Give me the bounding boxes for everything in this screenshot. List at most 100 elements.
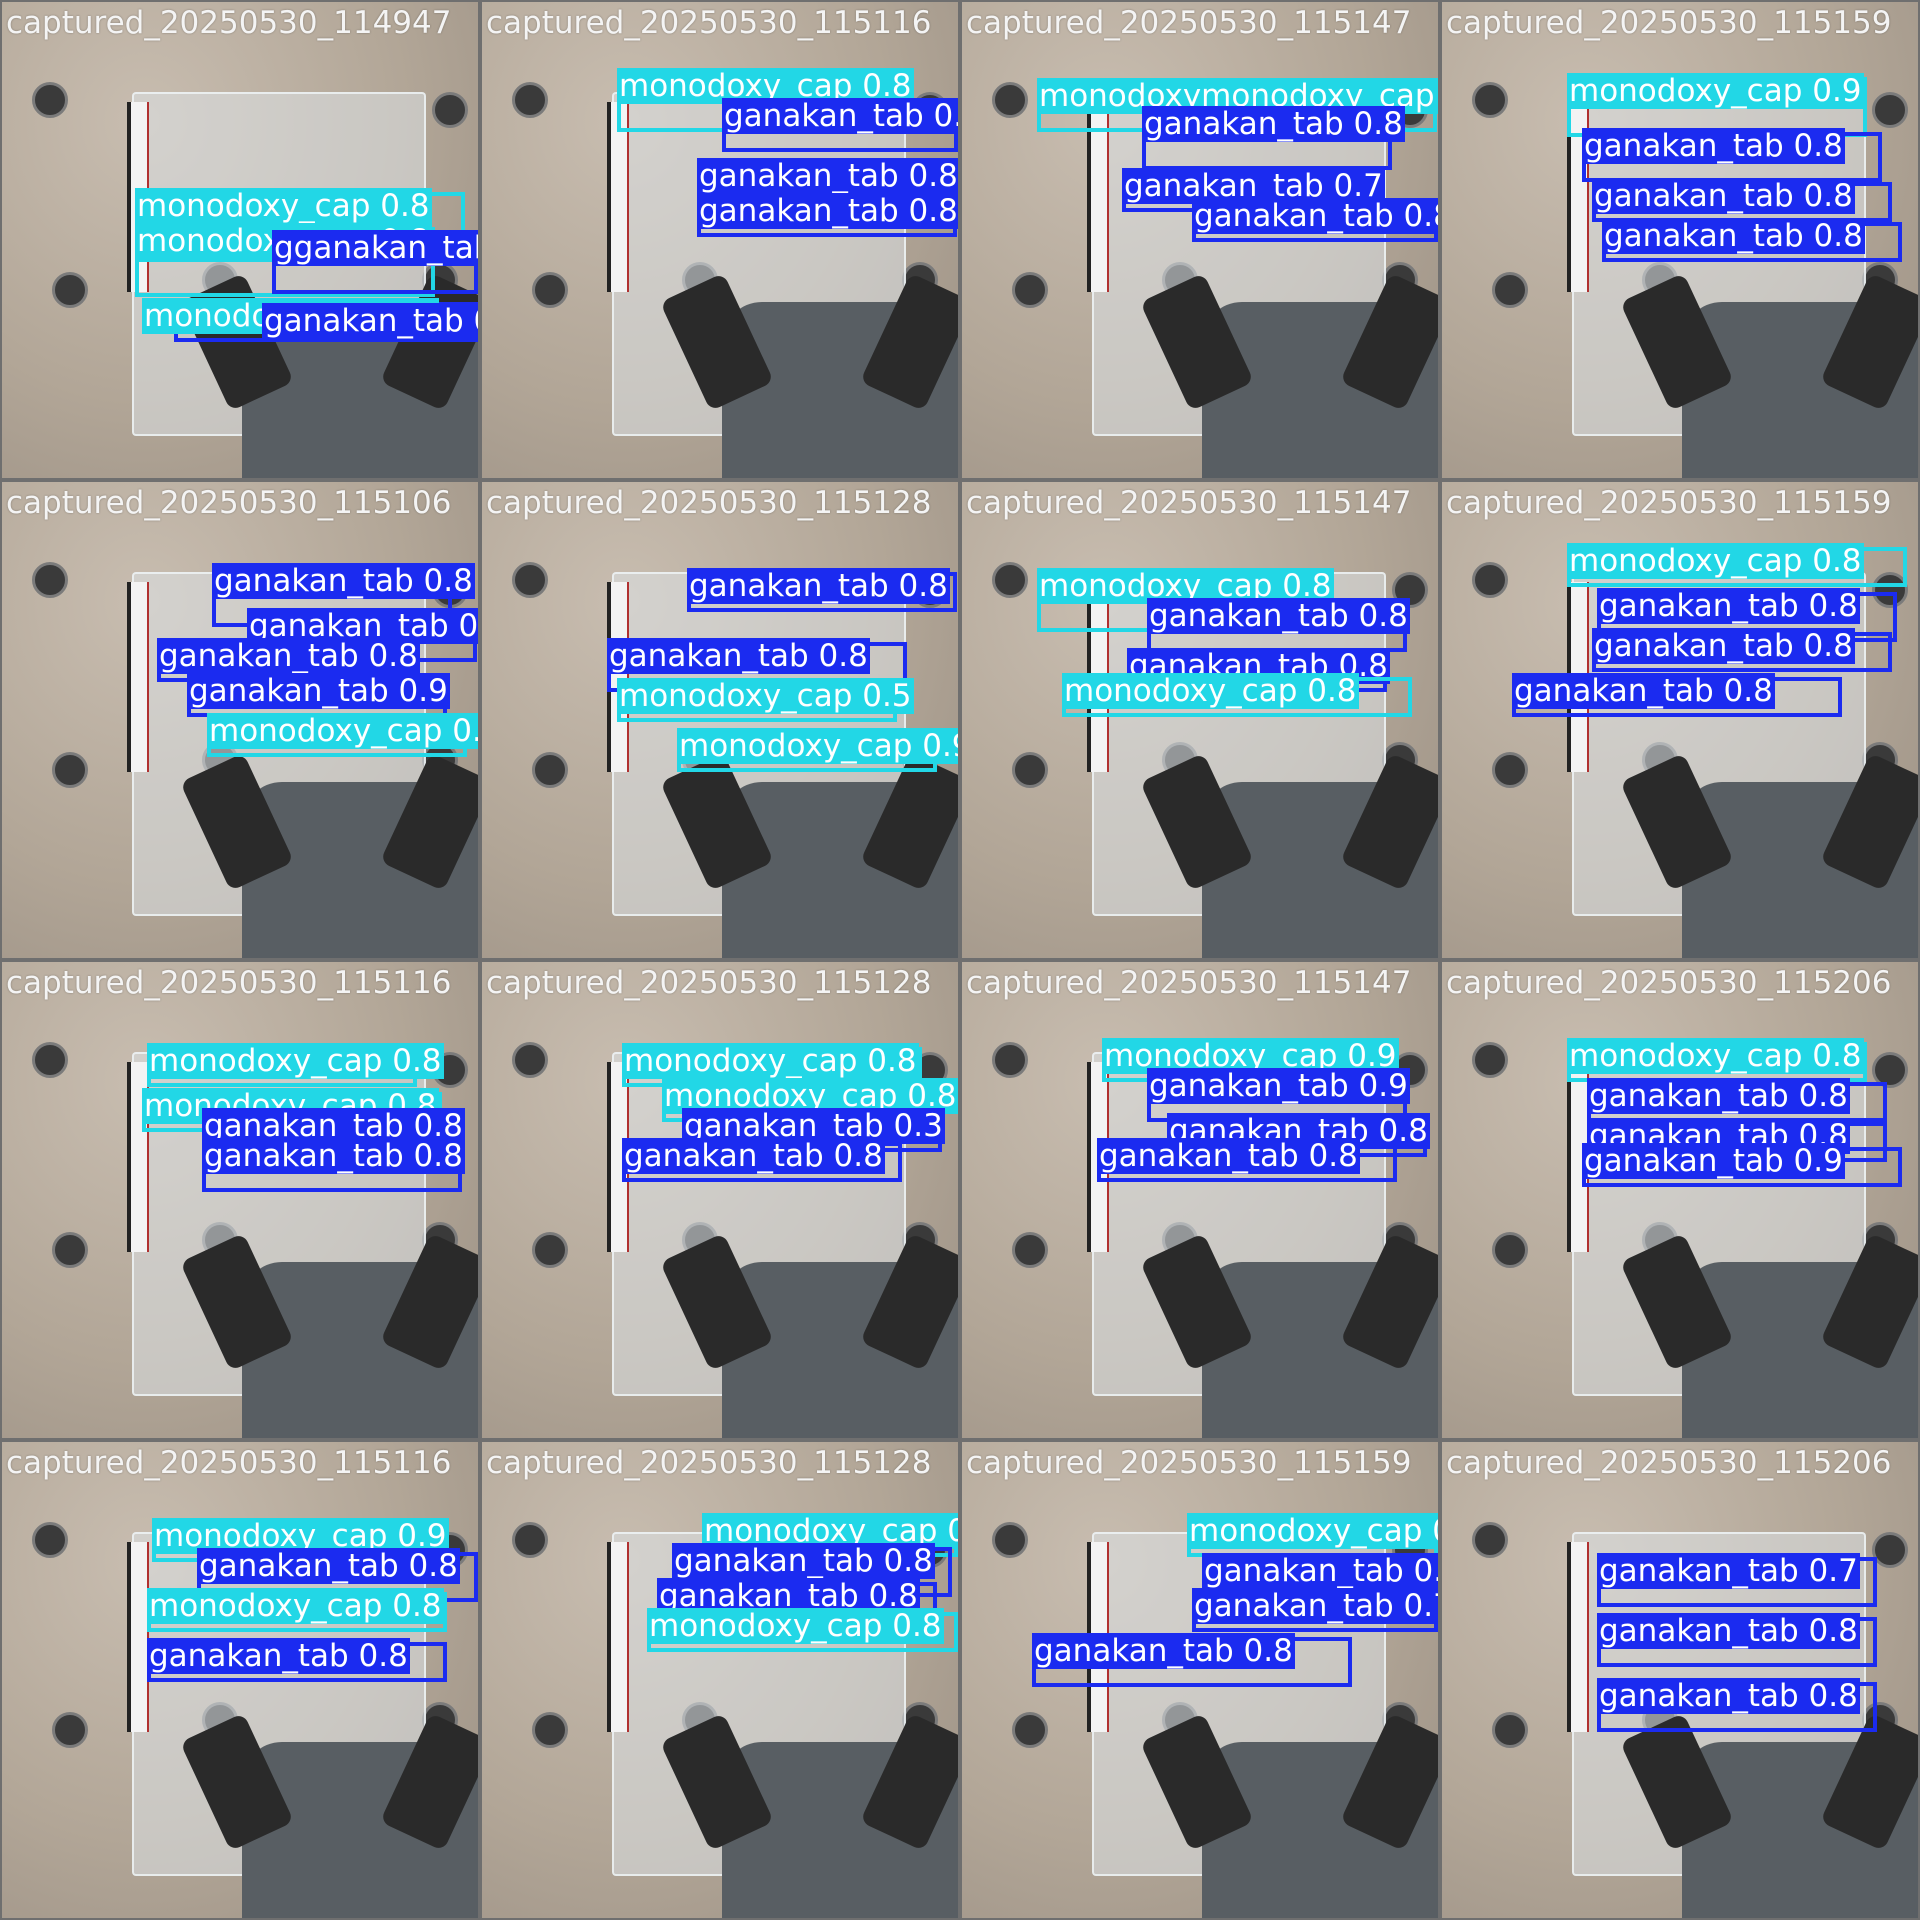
mount-hole: [1872, 572, 1908, 608]
mount-hole: [1492, 1712, 1528, 1748]
detection-label: ganakan_tab 0.8: [157, 638, 420, 674]
image-filename: captured_20250530_115206: [1446, 965, 1892, 1001]
mount-hole: [1872, 92, 1908, 128]
image-filename: captured_20250530_115128: [486, 965, 932, 1001]
detection-label: ganakan_tab 0.8: [622, 1138, 885, 1174]
detection-label: ganakan_tab 0.8: [1192, 198, 1438, 234]
detection-label: monodoxy_cap 0.8: [135, 188, 432, 224]
image-filename: captured_20250530_115147: [966, 485, 1412, 521]
mount-hole: [432, 92, 468, 128]
marker-pen: [607, 1542, 629, 1732]
detection-label: monodoxy_cap 0.9: [1567, 73, 1864, 109]
detection-label: monodoxy_cap 0.9: [207, 713, 478, 749]
mount-hole: [992, 1042, 1028, 1078]
mount-hole: [512, 1042, 548, 1078]
detection-label: monodoxy_cap 0.8: [1062, 673, 1359, 709]
detection-label: ganakan_tab 0.8: [202, 1138, 465, 1174]
mount-hole: [1492, 1232, 1528, 1268]
detection-label: ganakan_tab 0.9: [1147, 1068, 1410, 1104]
detection-label: ganakan_tab 0.8: [1597, 1613, 1860, 1649]
detection-label: ganakan_tab 0.8: [722, 98, 958, 134]
image-tile: monodoxy_cap 0.8 monodoxy_cap 0.8 ganakan_…: [482, 962, 958, 1438]
marker-pen: [127, 582, 149, 772]
mount-hole: [52, 1712, 88, 1748]
mount-hole: [52, 752, 88, 788]
image-tile: monodoxy_cap 0.9 ganakan_tab 0.9 ganakan_t…: [962, 962, 1438, 1438]
detection-label: ganakan_tab 0.9: [187, 673, 450, 709]
detection-label: ganakan_tab 0.8: [697, 158, 958, 194]
detection-label: monodoxy_cap 0.8: [1187, 1513, 1438, 1549]
detection-label: ganakan_tab 0.7: [1192, 1588, 1438, 1624]
mount-hole: [32, 82, 68, 118]
image-filename: captured_20250530_115206: [1446, 1445, 1892, 1481]
image-tile: monodoxy_cap 0.8 ganakan_tab 0.8 ganakan_t…: [1442, 482, 1918, 958]
detection-label: ganakan_tab 0.8: [672, 1543, 935, 1579]
image-filename: captured_20250530_115106: [6, 485, 452, 521]
image-tile: ganakan_tab 0.7 ganakan_tab 0.8 ganakan_ta…: [1442, 1442, 1918, 1918]
detection-label: ganakan_tab 0.8: [197, 1548, 460, 1584]
detection-label: ganakan_tab 0.8: [697, 193, 958, 229]
image-filename: captured_20250530_115116: [6, 965, 452, 1001]
mount-hole: [52, 1232, 88, 1268]
marker-pen: [127, 1542, 149, 1732]
mount-hole: [532, 1232, 568, 1268]
mount-hole: [992, 82, 1028, 118]
detection-label: ganakan_tab 0.8: [1202, 1553, 1438, 1589]
detection-label: ganakan_tab 0.8: [1097, 1138, 1360, 1174]
detection-label: ganakan_tab 0.8: [1602, 218, 1865, 254]
image-filename: captured_20250530_115128: [486, 485, 932, 521]
mount-hole: [1492, 272, 1528, 308]
image-filename: captured_20250530_115159: [966, 1445, 1412, 1481]
detection-label: ganakan_tab 0.9: [1582, 1143, 1845, 1179]
detection-label: ganakan_tab 0.8: [1592, 628, 1855, 664]
detection-label: monodoxy_cap 0.8: [147, 1043, 444, 1079]
image-filename: captured_20250530_115159: [1446, 5, 1892, 41]
detection-label: ganakan_tab 0.8: [147, 1638, 410, 1674]
detection-label: ganakan_tab 0.7: [1597, 1553, 1860, 1589]
detection-label: ganakan_tab 0.8: [1512, 673, 1775, 709]
detection-label: gganakan_tab 0.4: [272, 230, 478, 266]
mount-hole: [1472, 82, 1508, 118]
detection-label: ganakan_tab 0.8: [607, 638, 870, 674]
image-tile: monodoxy_cap 0.8 ganakan_tab 0.8ganakan_t…: [962, 1442, 1438, 1918]
mount-hole: [1492, 752, 1528, 788]
image-filename: captured_20250530_115147: [966, 965, 1412, 1001]
detection-label: ganakan_tab 0.8: [1592, 178, 1855, 214]
detection-label: monodoxy_cap 0.5: [617, 678, 914, 714]
marker-pen: [1087, 102, 1109, 292]
detection-label: ganakan_tab 0.8: [687, 568, 950, 604]
mount-hole: [532, 1712, 568, 1748]
mount-hole: [52, 272, 88, 308]
mount-hole: [992, 562, 1028, 598]
mount-hole: [1012, 1232, 1048, 1268]
mount-hole: [532, 272, 568, 308]
detection-label: ganakan_tab 0.8: [1142, 106, 1405, 142]
mount-hole: [992, 1522, 1028, 1558]
detection-label: monodoxy_cap 0.9: [677, 728, 958, 764]
image-filename: captured_20250530_115147: [966, 5, 1412, 41]
detection-label: monodoxy_cap 0.8: [1567, 543, 1864, 579]
detection-label: monodoxy_cap 0.8: [647, 1608, 944, 1644]
detection-label: ganakan_tab 0.8: [262, 303, 478, 339]
image-filename: captured_20250530_115128: [486, 1445, 932, 1481]
mount-hole: [32, 1522, 68, 1558]
marker-pen: [607, 102, 629, 292]
detection-label: monodoxy_cap 0.8: [1567, 1038, 1864, 1074]
detection-label: ganakan_tab 0.8: [1597, 588, 1860, 624]
mount-hole: [32, 562, 68, 598]
image-tile: monodoxy_cap 0.9 ganakan_tab 0.8 monodoxy_…: [2, 1442, 478, 1918]
detection-label: ganakan_tab 0.8: [1597, 1678, 1860, 1714]
image-filename: captured_20250530_115159: [1446, 485, 1892, 521]
mount-hole: [1472, 562, 1508, 598]
detection-label: ganakan_tab 0.8: [1582, 128, 1845, 164]
detection-label: ganakan_tab 0.8: [212, 563, 475, 599]
image-filename: captured_20250530_115116: [486, 5, 932, 41]
image-filename: captured_20250530_115116: [6, 1445, 452, 1481]
mount-hole: [532, 752, 568, 788]
